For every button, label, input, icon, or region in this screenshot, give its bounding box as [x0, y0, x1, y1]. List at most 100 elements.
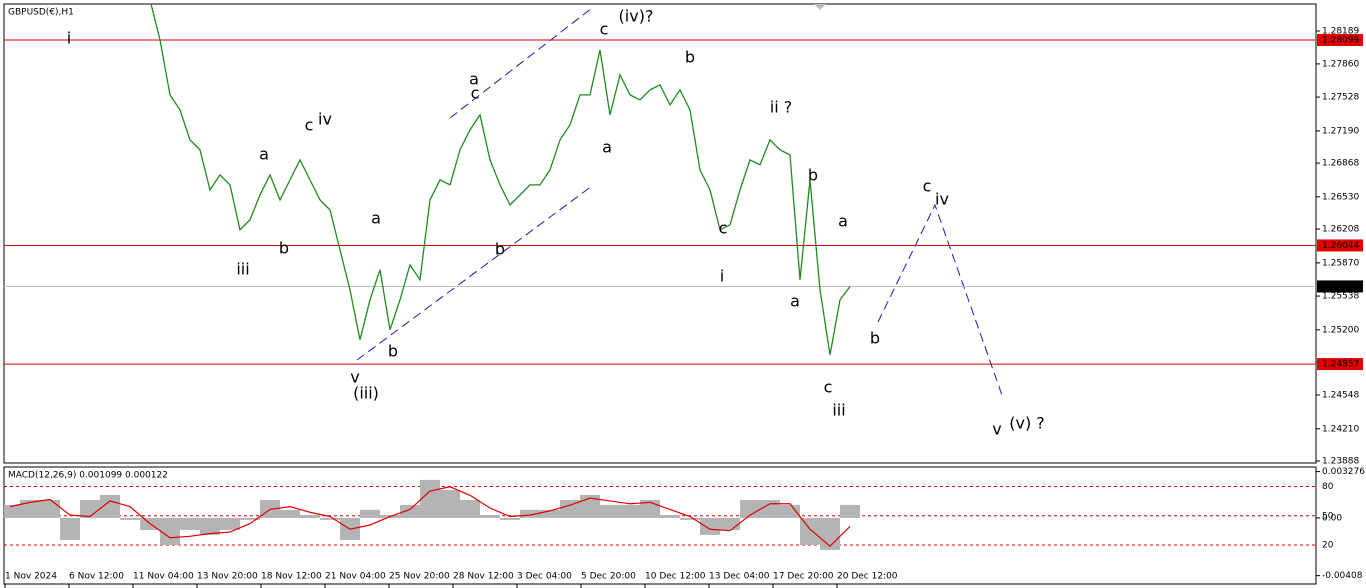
- wave-label: i: [67, 29, 71, 48]
- y-tick-label: 1.27860: [1322, 59, 1359, 69]
- x-tick-label: 20 Dec 12:00: [837, 572, 898, 582]
- channel-line: [356, 185, 593, 361]
- macd-bar: [280, 509, 300, 518]
- y-tick-label: 1.25870: [1322, 258, 1359, 268]
- wave-label: b: [870, 329, 880, 348]
- y-tick-label: 1.24548: [1322, 391, 1359, 401]
- macd-bar: [40, 499, 60, 518]
- macd-bar: [220, 517, 240, 530]
- wave-label: b: [495, 240, 505, 259]
- wave-label: b: [388, 342, 398, 361]
- y-tick-label: 1.26868: [1322, 159, 1359, 169]
- y-tick-label: 1.26530: [1322, 192, 1359, 202]
- wave-label: a: [602, 138, 612, 157]
- level-label: 80: [1322, 482, 1334, 492]
- macd-bar: [680, 517, 700, 520]
- macd-bar: [120, 517, 140, 520]
- wave-label: iii: [236, 260, 249, 279]
- channel-line: [449, 7, 593, 119]
- macd-bar: [600, 504, 620, 518]
- macd-bar: [160, 517, 180, 545]
- y-tick-label: 1.23888: [1322, 457, 1359, 467]
- price-line: [150, 4, 851, 355]
- macd-bar: [700, 517, 720, 535]
- x-tick-label: 25 Nov 20:00: [389, 572, 450, 582]
- y-tick-label: 1.28189: [1322, 26, 1359, 36]
- signal-line: [9, 486, 851, 548]
- macd-bar: [80, 499, 100, 518]
- macd-bar: [60, 517, 80, 541]
- y-tick-label: 0.00: [1322, 513, 1342, 523]
- x-tick-label: 10 Dec 12:00: [645, 572, 706, 582]
- wave-label: c: [600, 20, 609, 39]
- symbol-title: GBPUSD(€),H1: [8, 8, 74, 18]
- price-level-label: 1.24857: [1322, 360, 1359, 370]
- macd-bar: [240, 517, 260, 520]
- macd-bar: [480, 514, 500, 518]
- level-label: 50: [1322, 511, 1334, 521]
- wave-label: ii ?: [770, 98, 792, 117]
- macd-bar: [20, 499, 40, 518]
- wave-label: b: [685, 48, 695, 67]
- macd-bar: [660, 514, 680, 518]
- macd-bar: [300, 514, 320, 518]
- wave-label: a: [790, 292, 800, 311]
- wave-label: b: [279, 239, 289, 258]
- last-price-box: [1317, 280, 1363, 293]
- x-tick-label: 5 Dec 20:00: [581, 572, 636, 582]
- wave-label: (v) ?: [1009, 414, 1045, 433]
- wave-label: i: [720, 267, 724, 286]
- x-tick-label: 28 Nov 12:00: [453, 572, 514, 582]
- price-level-box: [1317, 239, 1363, 252]
- y-tick-label: 1.26208: [1322, 225, 1359, 235]
- macd-bar: [500, 517, 520, 520]
- x-tick-label: 1 Nov 2024: [5, 572, 57, 582]
- wave-label: (iv)?: [619, 7, 654, 26]
- macd-bar: [400, 504, 420, 518]
- macd-bar: [320, 517, 340, 520]
- x-tick-label: 13 Dec 04:00: [709, 572, 770, 582]
- y-tick-label: 1.25538: [1322, 292, 1359, 302]
- last-price-label: 1.25634: [1322, 282, 1359, 292]
- macd-bar: [740, 499, 760, 518]
- price-level-box: [1317, 358, 1363, 371]
- x-tick-label: 13 Nov 20:00: [197, 572, 258, 582]
- macd-bar: [360, 509, 380, 518]
- macd-bar: [420, 479, 440, 518]
- macd-bar: [620, 504, 640, 518]
- y-tick-label: 1.27528: [1322, 93, 1359, 103]
- wave-label: c: [471, 84, 480, 103]
- wave-label: c: [719, 219, 728, 238]
- wave-label: a: [838, 212, 848, 231]
- wave-label: iv: [935, 190, 949, 209]
- x-tick-label: 21 Nov 04:00: [325, 572, 386, 582]
- macd-bar: [460, 499, 480, 518]
- macd-bar: [4, 504, 20, 518]
- macd-bar: [540, 509, 560, 518]
- macd-bar: [760, 499, 780, 518]
- macd-bar: [440, 489, 460, 518]
- macd-bar: [820, 517, 840, 550]
- macd-title: MACD(12,26,9) 0.001099 0.000122: [8, 471, 168, 481]
- projection-line: [877, 203, 1004, 399]
- price-level-box: [1317, 33, 1363, 46]
- macd-bar: [100, 494, 120, 518]
- y-tick-label: 1.25200: [1322, 325, 1359, 335]
- wave-label: a: [469, 70, 479, 89]
- macd-bar: [180, 517, 200, 530]
- macd-bar: [800, 517, 820, 545]
- main-panel: [3, 3, 1317, 464]
- x-tick-label: 18 Nov 12:00: [261, 572, 322, 582]
- price-level-label: 1.26044: [1322, 241, 1359, 251]
- macd-bar: [780, 504, 800, 518]
- x-tick-label: 17 Dec 20:00: [773, 572, 834, 582]
- wave-label: (iii): [353, 384, 379, 403]
- wave-label: c: [824, 378, 833, 397]
- macd-bar: [560, 499, 580, 518]
- wave-label: iii: [832, 401, 845, 420]
- x-tick-label: 3 Dec 04:00: [517, 572, 572, 582]
- macd-bar: [840, 504, 860, 518]
- wave-label: v: [350, 368, 359, 387]
- macd-bar: [520, 509, 540, 518]
